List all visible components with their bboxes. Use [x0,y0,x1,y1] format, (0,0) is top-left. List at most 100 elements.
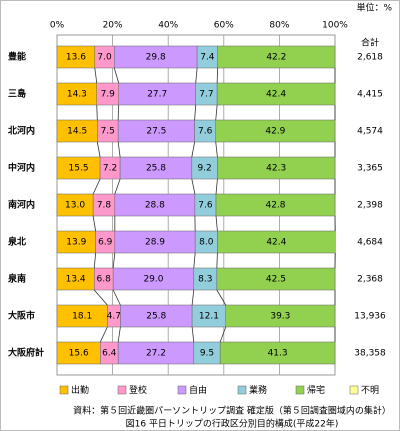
connector-line [94,67,98,84]
value-label: 4.7 [107,312,121,322]
connector-line [117,104,120,121]
value-label: 6.4 [102,349,117,359]
value-label: 7.9 [101,90,116,100]
bar-segment [217,230,336,254]
connector-line [216,67,219,84]
connector-line [193,252,196,269]
x-tick-label: 80% [269,21,289,31]
connector-line [215,215,218,232]
value-label: 28.8 [145,201,165,211]
x-tick-label: 40% [158,21,178,31]
value-label: 27.7 [147,90,167,100]
bar-segment [225,304,336,328]
legend-swatch [59,385,69,395]
value-label: 9.5 [200,349,214,359]
total-header: 合計 [361,37,379,49]
connector-line [114,178,121,195]
category-label: 三島 [8,88,26,100]
bar-segment [219,341,336,365]
connector-line [96,141,101,158]
legend-label: 自由 [189,384,207,396]
legend-label: 出勤 [71,384,89,396]
connector-line [117,326,121,343]
total-label: 2,368 [357,275,383,285]
value-label: 42.9 [265,127,285,137]
category-label: 泉南 [7,273,26,285]
value-label: 27.2 [146,349,166,359]
connector-line [215,104,218,121]
legend-label: 登校 [129,384,147,396]
value-label: 6.8 [97,275,112,285]
category-label: 泉北 [7,236,26,248]
legend-swatch [295,385,305,395]
bar-segment [215,193,336,217]
value-label: 42.3 [266,164,286,174]
value-label: 13.6 [66,53,86,63]
connector-line [191,141,196,158]
value-label: 39.3 [270,312,290,322]
connector-line [93,289,108,306]
value-label: 7.6 [198,201,213,211]
total-label: 2,398 [357,201,383,211]
value-label: 41.3 [268,349,288,359]
connector-line [191,178,196,195]
x-tick-label: 60% [214,21,234,31]
value-label: 7.7 [199,90,213,100]
connector-line [100,326,108,343]
legend-swatch [237,385,247,395]
value-label: 6.9 [98,238,113,248]
value-label: 42.8 [265,201,285,211]
connector-line [195,67,198,84]
value-label: 25.8 [146,312,166,322]
total-label: 38,358 [354,349,386,359]
value-label: 14.3 [67,90,87,100]
source: 資料：第５回近畿圏パーソントリップ調査 確定版（第５回調査圏域内の集計） [73,405,391,417]
value-label: 42.4 [266,238,286,248]
connector-line [112,289,121,306]
x-tick-label: 20% [103,21,123,31]
legend-swatch [349,385,359,395]
value-label: 18.1 [72,312,92,322]
value-label: 25.8 [146,164,166,174]
legend-swatch [117,385,127,395]
value-label: 28.9 [145,238,165,248]
connector-line [96,104,98,121]
value-label: 9.2 [197,164,211,174]
total-label: 13,936 [354,312,386,322]
connector-line [216,252,218,269]
total-label: 3,365 [357,164,383,174]
value-label: 7.0 [97,53,112,63]
value-label: 8.0 [199,238,214,248]
total-label: 4,415 [357,90,383,100]
value-label: 42.4 [266,90,286,100]
connector-line [219,326,227,343]
bar-segment [217,156,336,180]
legend-label: 業務 [249,384,267,396]
total-label: 4,684 [357,238,383,248]
connector-line [194,104,197,121]
connector-line [216,289,227,306]
connector-line [191,289,195,306]
category-label: 中河内 [8,162,35,174]
legend-swatch [177,385,187,395]
connector-line [92,215,97,232]
total-label: 4,574 [357,127,383,137]
value-label: 15.5 [69,164,89,174]
value-label: 8.3 [198,275,212,285]
connector-line [215,141,218,158]
value-label: 29.8 [146,53,166,63]
bar-segment [216,82,336,106]
value-label: 29.0 [143,275,163,285]
value-label: 7.2 [103,164,117,174]
legend-label: 不明 [361,385,379,396]
value-label: 7.8 [97,201,112,211]
value-label: 12.1 [199,312,219,322]
value-label: 42.5 [266,275,286,285]
caption: 図16 平日トリップの行政区分別目的構成(平成22年) [126,418,339,430]
bar-segment [215,119,336,143]
category-label: 北河内 [8,125,35,137]
x-tick-label: 100% [322,21,348,31]
value-label: 42.2 [266,53,286,63]
value-label: 13.4 [66,275,86,285]
value-label: 13.0 [65,201,85,211]
